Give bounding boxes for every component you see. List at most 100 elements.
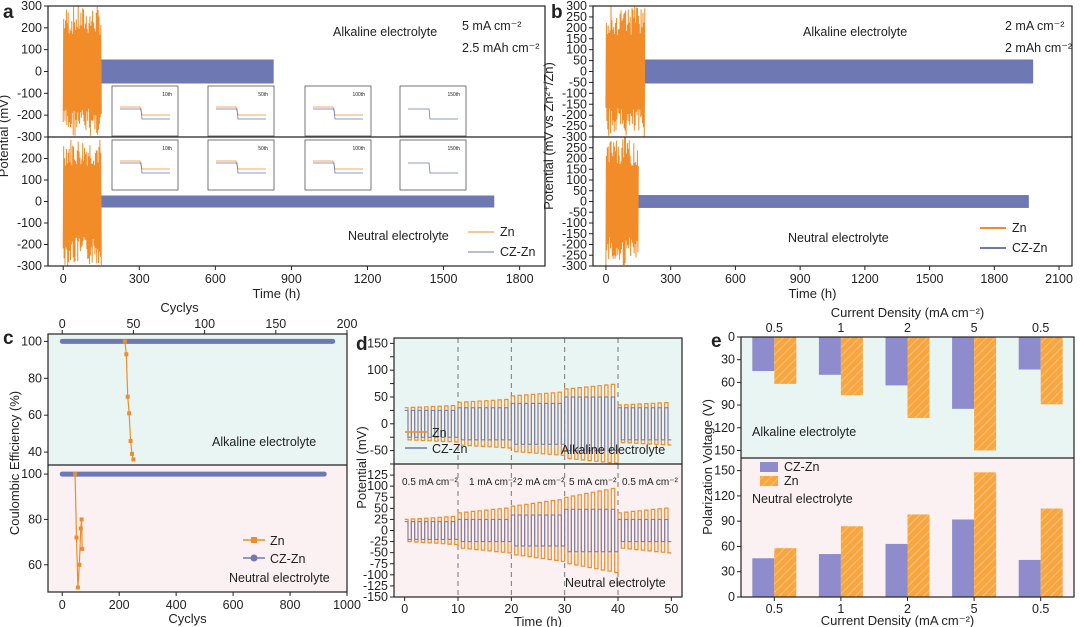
bottom-category-label: 0.5 (766, 602, 783, 616)
inset-cycle-label: 10th (162, 146, 172, 152)
plot-frame (592, 5, 1073, 267)
bottom-x-tick-label: 800 (280, 598, 301, 612)
legend-marker-zn (251, 537, 257, 543)
inset-cycle-label: 150th (447, 92, 460, 98)
y-tick-label-bottom: 0 (35, 195, 42, 209)
y-tick-label-top: 0 (381, 417, 388, 431)
czzn-voltage-band (605, 59, 1034, 84)
panel-letter: a (3, 2, 14, 23)
bottom-category-label: 5 (971, 602, 978, 616)
legend-label-czzn: CZ-Zn (1012, 241, 1047, 255)
chart-a: a -300 -300 -200 -200 -100 -100 0 0 100 100 200 200 3… (0, 0, 546, 301)
electrolyte-label-bottom: Neutral electrolyte (565, 576, 666, 590)
inset-frame (399, 139, 467, 191)
condition-current: 2 mA cm⁻² (1005, 19, 1064, 33)
x-tick-label: 1500 (916, 272, 944, 286)
x-tick-label: 10 (451, 602, 465, 616)
bottom-x-axis-title: Cyclys (168, 611, 207, 626)
electrolyte-label-bottom: Neutral electrolyte (788, 231, 889, 245)
y-tick-label-bottom: -100 (363, 568, 388, 582)
zn-ce-point (128, 439, 133, 444)
panel-letter: d (356, 334, 368, 355)
y-tick-label-top: 0 (580, 65, 587, 79)
panel-letter: b (551, 2, 563, 23)
y-tick-label-bottom: 60 (721, 539, 735, 553)
y-axis-title: Polarization Voltage (V) (700, 399, 715, 535)
y-axis-title: Potential (mV) (354, 426, 369, 508)
y-axis-title: Potential (mV) (0, 95, 11, 177)
y-tick-label-bottom: 100 (21, 467, 42, 481)
zn-ce-point (77, 562, 82, 567)
plot-frame (740, 336, 1075, 598)
condition-current: 5 mA cm⁻² (462, 19, 521, 33)
top-category-label: 0.5 (1032, 321, 1049, 335)
x-tick-label: 30 (558, 602, 572, 616)
y-tick-label-top: 250 (566, 10, 587, 24)
top-category-label: 0.5 (766, 321, 783, 335)
y-tick-label-top: 100 (21, 334, 42, 348)
x-tick-label: 300 (129, 272, 150, 286)
electrolyte-label-top: Alkaline electrolyte (561, 443, 665, 457)
y-tick-label-top: -250 (562, 119, 587, 133)
x-tick-label: 0 (60, 272, 67, 286)
y-tick-label-bottom: 0 (728, 590, 735, 604)
top-x-tick-label: 100 (194, 317, 215, 331)
current-density-label: 5 mA cm⁻² (569, 477, 617, 488)
zn-bar-neutral (840, 526, 863, 597)
x-tick-label: 0 (602, 272, 609, 286)
y-tick-label-top: 300 (566, 0, 587, 13)
plot-frame (393, 337, 683, 598)
y-tick-label-bottom: -125 (363, 579, 388, 593)
y-tick-label-top: 200 (566, 21, 587, 35)
panel-letter: e (711, 331, 722, 352)
y-tick-label-bottom: -250 (562, 248, 587, 262)
x-tick-label: 50 (664, 602, 678, 616)
zn-ce-point (79, 517, 84, 522)
plot-background-alkaline (48, 334, 347, 465)
condition-capacity: 2.5 mAh cm⁻² (462, 41, 539, 55)
y-tick-label-top: 0 (728, 330, 735, 344)
bottom-x-axis-title: Current Density (mA cm⁻²) (821, 613, 975, 627)
zn-voltage-trace (605, 6, 646, 137)
y-tick-label-bottom: 30 (721, 565, 735, 579)
x-tick-label: 0 (401, 602, 408, 616)
legend-label-czzn: CZ-Zn (270, 552, 305, 566)
inset-frame (304, 139, 372, 191)
electrolyte-label-top: Alkaline electrolyte (752, 425, 856, 439)
inset-czzn-trace (313, 162, 363, 174)
y-tick-label-top: 0 (35, 65, 42, 79)
y-tick-label-bottom: 90 (721, 514, 735, 528)
y-tick-label-top: -200 (562, 108, 587, 122)
x-tick-label: 1800 (506, 272, 534, 286)
zn-ce-point (73, 472, 78, 477)
legend-label-zn: Zn (784, 474, 799, 488)
zn-bar-alkaline (907, 337, 930, 418)
y-tick-label-bottom: 50 (374, 501, 388, 515)
top-x-axis-title: Current Density (mA cm⁻²) (831, 305, 985, 320)
chart-b: b-300-300-250-250-200-200-150-150-100-10… (541, 0, 1073, 301)
chart-c: c 0 50 100 150 200 Cyclys 0 200 400 600 800 1000 Cycl… (3, 300, 361, 626)
y-tick-label-top: -300 (562, 130, 587, 144)
y-tick-label-bottom: -100 (17, 216, 42, 230)
x-tick-label: 40 (611, 602, 625, 616)
bottom-x-tick-label: 0 (59, 598, 66, 612)
y-tick-label-bottom: 0 (580, 195, 587, 209)
czzn-bar-alkaline (885, 337, 908, 386)
current-density-label: 2 mA cm⁻² (517, 477, 565, 488)
y-tick-label-bottom: 80 (28, 512, 42, 526)
czzn-bar-neutral (818, 554, 841, 597)
bottom-category-label: 1 (837, 602, 844, 616)
y-tick-label-bottom: 100 (566, 173, 587, 187)
inset-cycle-label: 50th (258, 92, 268, 98)
y-tick-label-bottom: -150 (562, 227, 587, 241)
current-density-label: 1 mA cm⁻² (469, 477, 517, 488)
plot-background (593, 6, 1072, 266)
inset-cycle-label: 150th (447, 146, 460, 152)
y-tick-label-bottom: 200 (21, 152, 42, 166)
legend-label-zn: Zn (432, 426, 447, 440)
y-tick-label-bottom: -25 (370, 535, 388, 549)
legend-swatch-zn (760, 476, 778, 486)
electrolyte-label-top: Alkaline electrolyte (212, 435, 316, 449)
zn-ce-point (131, 457, 136, 462)
